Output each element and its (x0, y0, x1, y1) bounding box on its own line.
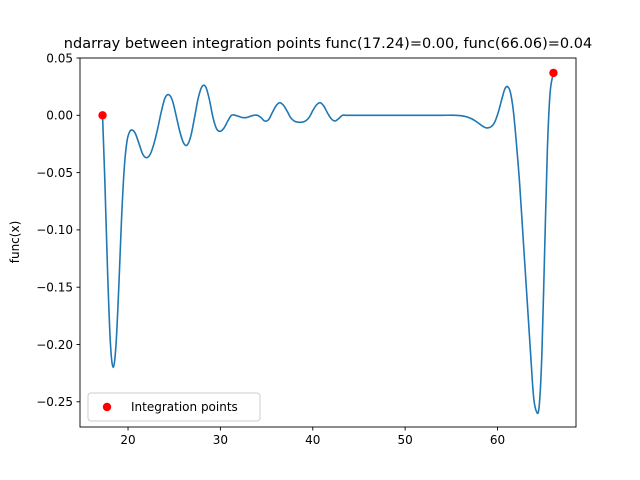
integration-point (549, 68, 558, 78)
integration-points (98, 68, 558, 120)
chart-title: ndarray between integration points func(… (64, 36, 592, 52)
axes-frame (79, 57, 577, 428)
x-tick-label: 20 (120, 433, 135, 447)
y-tick-label: −0.10 (36, 223, 73, 237)
x-axis-ticks: 20 30 40 50 60 (120, 427, 505, 447)
y-axis-ticks: 0.05 0.00 −0.05 −0.10 −0.15 −0.20 −0.25 (36, 51, 80, 409)
y-tick-label: −0.25 (36, 395, 73, 409)
x-tick-label: 60 (490, 433, 505, 447)
y-tick-label: 0.05 (46, 51, 73, 65)
legend-label-integration-points: Integration points (131, 400, 238, 414)
y-tick-label: −0.20 (36, 338, 73, 352)
legend-marker-integration-points (102, 402, 112, 412)
x-tick-label: 40 (305, 433, 320, 447)
series-line (101, 72, 555, 415)
legend-box (87, 392, 261, 422)
x-tick-label: 50 (397, 433, 412, 447)
plot-area (80, 58, 576, 427)
y-tick-label: −0.05 (36, 166, 73, 180)
y-tick-label: 0.00 (46, 109, 73, 123)
legend: Integration points (87, 392, 261, 422)
y-axis-label: func(x) (8, 221, 22, 264)
x-tick-label: 30 (213, 433, 228, 447)
integration-point (98, 111, 107, 120)
y-tick-label: −0.15 (36, 280, 73, 294)
